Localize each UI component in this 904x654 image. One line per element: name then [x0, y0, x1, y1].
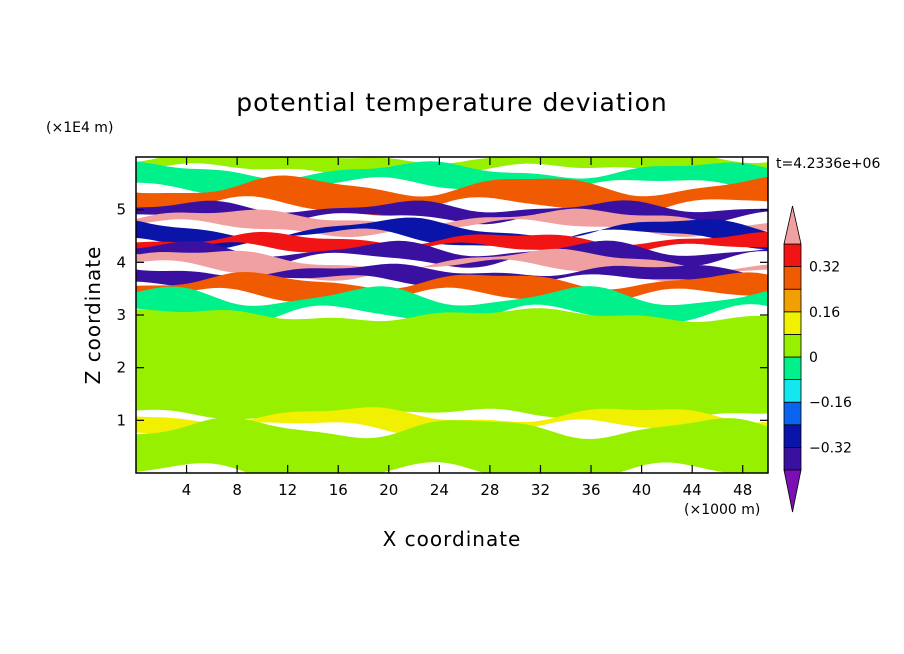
x-tick-label: 16 — [329, 481, 348, 499]
x-tick-label: 20 — [379, 481, 398, 499]
x-tick-label: 24 — [430, 481, 449, 499]
colorbar-tick-label: 0 — [809, 350, 818, 366]
colorbar-swatch — [783, 288, 802, 313]
y-tick-label: 4 — [116, 253, 126, 271]
x-tick-label: 44 — [683, 481, 702, 499]
colorbar-extend-min — [783, 469, 802, 513]
colorbar-swatch — [783, 356, 802, 381]
field-band — [136, 308, 768, 422]
colorbar-tick-label: 0.32 — [809, 260, 840, 276]
colorbar-swatch — [783, 266, 802, 290]
x-tick-label: 8 — [232, 481, 242, 499]
y-axis-multiplier: (×1E4 m) — [46, 120, 114, 136]
y-tick-label: 2 — [116, 359, 126, 377]
time-label: t=4.2336e+06 — [776, 156, 881, 172]
colorbar-swatch — [783, 311, 802, 335]
field-band — [136, 161, 768, 195]
x-tick-label: 4 — [182, 481, 192, 499]
colorbar-tick-label: −0.32 — [809, 440, 852, 456]
field-band — [136, 208, 768, 238]
x-tick-label: 36 — [581, 481, 600, 499]
y-axis: 1 2 3 4 5 — [116, 201, 768, 429]
colorbar-extend-max — [783, 205, 802, 245]
colorbar-tick-label: 0.16 — [809, 305, 840, 321]
field-band — [136, 286, 768, 326]
y-tick-label: 5 — [116, 201, 126, 219]
colorbar-swatch — [783, 401, 802, 426]
x-tick-label: 32 — [531, 481, 550, 499]
chart-title: potential temperature deviation — [236, 88, 668, 117]
x-axis: 4 8 12 16 20 24 28 32 36 40 44 48 — [182, 157, 752, 499]
colorbar-tick-label: −0.16 — [809, 395, 852, 411]
y-tick-label: 1 — [116, 411, 126, 429]
x-tick-label: 12 — [278, 481, 297, 499]
y-tick-label: 3 — [116, 306, 126, 324]
y-axis-label: Z coordinate — [81, 245, 105, 385]
x-tick-label: 40 — [632, 481, 651, 499]
colorbar-swatch — [783, 333, 802, 358]
field-band — [136, 217, 768, 250]
x-tick-label: 48 — [733, 481, 752, 499]
x-tick-label: 28 — [480, 481, 499, 499]
colorbar-swatch — [783, 243, 802, 268]
x-axis-label: X coordinate — [382, 527, 522, 551]
x-axis-multiplier: (×1000 m) — [684, 502, 761, 518]
colorbar-swatch — [783, 379, 802, 403]
colorbar-swatch — [783, 446, 802, 471]
field-band — [136, 240, 768, 269]
temperature-field — [136, 157, 768, 473]
colorbar-swatch — [783, 424, 802, 448]
colorbar: 0.32 0.16 0 −0.16 −0.32 — [783, 205, 852, 513]
field-band — [136, 417, 768, 473]
